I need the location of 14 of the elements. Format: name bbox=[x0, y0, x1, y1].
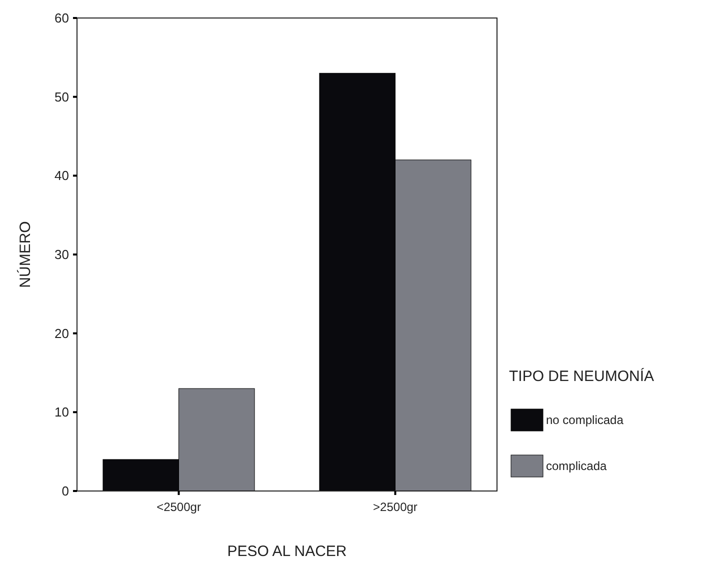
y-tick-label: 20 bbox=[54, 326, 69, 341]
x-tick-label: <2500gr bbox=[156, 500, 201, 514]
y-tick-label: 60 bbox=[54, 10, 69, 26]
y-tick-label: 40 bbox=[54, 168, 69, 184]
y-axis-title: NÚMERO bbox=[16, 221, 34, 288]
y-tick-label: 50 bbox=[54, 89, 69, 104]
y-tick-label: 10 bbox=[54, 404, 69, 420]
legend-label: no complicada bbox=[546, 413, 624, 428]
legend-label: complicada bbox=[546, 459, 608, 474]
x-tick-label: >2500gr bbox=[373, 500, 418, 514]
y-tick-label: 0 bbox=[62, 484, 69, 499]
x-axis-title: PESO AL NACER bbox=[227, 543, 347, 560]
legend-title: TIPO DE NEUMONÍA bbox=[509, 367, 654, 385]
y-tick-label: 30 bbox=[54, 247, 69, 262]
